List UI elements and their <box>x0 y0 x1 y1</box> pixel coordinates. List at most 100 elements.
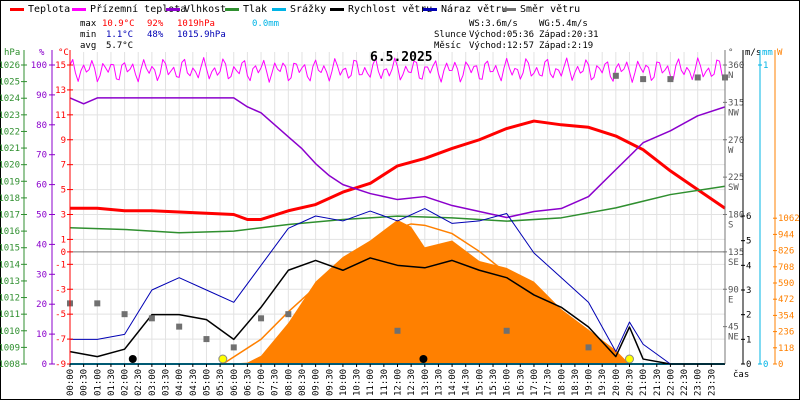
pressure-line <box>69 185 726 234</box>
legend-swatch <box>423 8 437 11</box>
chart-title: 6.5.2025 <box>370 50 433 65</box>
legend-swatch <box>10 8 24 11</box>
pressure-tick-label: 1020 <box>0 161 20 171</box>
direction-compass-label: SE <box>728 258 739 268</box>
x-tick-label: 06:00 <box>230 369 240 396</box>
temperature-tick-label: 1 <box>61 235 66 245</box>
solar-radiation-area <box>70 219 725 364</box>
legend-label: Náraz větru <box>441 4 508 15</box>
x-tick-label: 20:30 <box>625 369 635 396</box>
legend-item: Teplota <box>10 4 70 15</box>
direction-compass-label: W <box>728 146 734 156</box>
legend-swatch <box>272 8 286 11</box>
direction-compass-label: NW <box>728 108 739 118</box>
max-temp: 10.9°C <box>102 19 135 29</box>
sun-moon-block: WS:3.6m/s WG:5.4m/s Slunce Východ:05:36 … <box>433 19 633 53</box>
x-tick-label: 12:00 <box>394 369 404 396</box>
temperature-tick-label: 0 <box>61 248 66 258</box>
temperature-tick-label: 9 <box>61 136 66 146</box>
humidity-tick-label: 40 <box>36 240 47 250</box>
direction-tick-label: 225 <box>728 173 744 183</box>
humidity-tick-label: 20 <box>36 300 47 310</box>
rain-unit-label: mm <box>762 48 773 58</box>
pressure-tick-label: 1011 <box>0 310 20 320</box>
direction-tick-label: 180 <box>728 211 744 221</box>
solar-tick-label: 236 <box>778 328 794 338</box>
direction-unit-label: ° <box>728 48 733 58</box>
pressure-tick-label: 1023 <box>0 111 20 121</box>
pressure-tick-label: 1021 <box>0 144 20 154</box>
axes: 1026102510241023102210211020101910181017… <box>0 48 800 396</box>
legend-swatch <box>166 8 180 11</box>
x-tick-label: 19:00 <box>585 369 595 396</box>
temperature-tick-label: -1 <box>55 260 66 270</box>
humidity-unit-label: % <box>39 48 45 58</box>
min-hum: 48% <box>147 30 164 40</box>
legend-label: Tlak <box>243 4 268 15</box>
x-tick-label: 15:00 <box>475 369 485 396</box>
x-tick-label: 07:00 <box>257 369 267 396</box>
pressure-tick-label: 1009 <box>0 343 20 353</box>
x-tick-label: 22:00 <box>666 369 676 396</box>
solar-tick-label: 1062 <box>778 214 800 224</box>
max-hum: 92% <box>147 19 164 29</box>
x-tick-label: 06:30 <box>243 369 253 396</box>
x-tick-label: 14:30 <box>462 369 472 396</box>
pressure-tick-label: 1025 <box>0 78 20 88</box>
legend-swatch <box>330 8 344 11</box>
solar-tick-label: 118 <box>778 344 794 354</box>
humidity-line <box>69 97 726 219</box>
theoretical-solar-line <box>222 223 630 365</box>
moonset-marker <box>128 355 137 363</box>
solar-tick-label: 826 <box>778 247 794 257</box>
wind-direction-mark <box>285 311 292 318</box>
x-tick-label: 03:30 <box>162 369 172 396</box>
pressure-unit-label: hPa <box>4 48 20 58</box>
wind-tick-label: 1 <box>746 335 751 345</box>
temperature-tick-label: 11 <box>55 111 66 121</box>
x-tick-label: 04:30 <box>189 369 199 396</box>
wind-direction-mark <box>694 74 701 81</box>
rain-tick-label: 1 <box>763 61 768 71</box>
solar-tick-label: 0 <box>778 360 783 370</box>
x-tick-label: 05:00 <box>202 369 212 396</box>
temperature-tick-label: 13 <box>55 86 66 96</box>
x-tick-label: 01:00 <box>93 369 103 396</box>
pressure-tick-label: 1017 <box>0 211 20 221</box>
wind-speed-line <box>69 257 725 365</box>
sun-set: Západ:20:31 <box>539 30 599 40</box>
legend-label: Směr větru <box>520 4 581 15</box>
wind-tick-label: 5 <box>746 237 751 247</box>
humidity-tick-label: 50 <box>36 211 47 221</box>
legend-swatch <box>72 8 86 11</box>
solar-unit-label: W <box>777 48 783 58</box>
x-tick-label: 08:00 <box>284 369 294 396</box>
humidity-tick-label: 10 <box>36 330 47 340</box>
wind-direction-mark <box>121 311 128 318</box>
x-tick-label: 21:30 <box>653 369 663 396</box>
legend-swatch <box>502 8 516 11</box>
pressure-tick-label: 1019 <box>0 177 20 187</box>
direction-tick-label: 270 <box>728 136 744 146</box>
x-tick-label: 04:00 <box>175 369 185 396</box>
pressure-tick-label: 1012 <box>0 294 20 304</box>
direction-compass-label: S <box>728 221 733 231</box>
moonrise-marker <box>419 355 428 363</box>
max-rain: 0.0mm <box>252 19 280 29</box>
pressure-tick-label: 1015 <box>0 244 20 254</box>
ws-value: WS:3.6m/s <box>469 19 518 29</box>
avg-label: avg <box>80 41 97 51</box>
legend-item: Směr větru <box>502 4 580 15</box>
wind-direction-mark <box>176 323 183 330</box>
wind-direction-mark <box>667 76 674 83</box>
wind-direction-mark <box>585 344 592 351</box>
x-axis-label: čas <box>733 369 749 380</box>
x-tick-label: 18:30 <box>571 369 581 396</box>
humidity-tick-label: 80 <box>36 121 47 131</box>
pressure-tick-label: 1024 <box>0 94 20 104</box>
pressure-tick-label: 1013 <box>0 277 20 287</box>
max-label: max <box>80 19 97 29</box>
pressure-tick-label: 1010 <box>0 327 20 337</box>
pressure-tick-label: 1018 <box>0 194 20 204</box>
